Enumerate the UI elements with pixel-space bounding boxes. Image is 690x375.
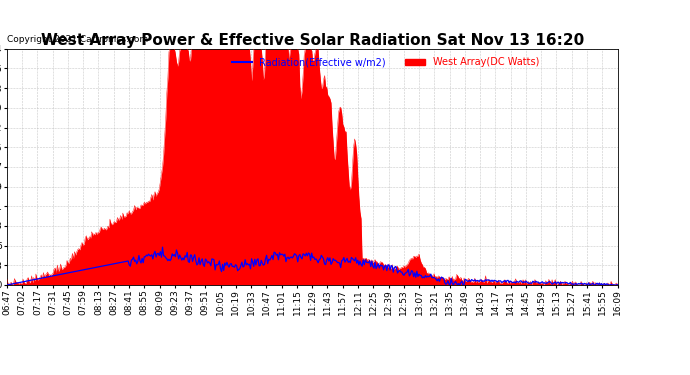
Legend: Radiation(Effective w/m2), West Array(DC Watts): Radiation(Effective w/m2), West Array(DC… [228,54,543,71]
Title: West Array Power & Effective Solar Radiation Sat Nov 13 16:20: West Array Power & Effective Solar Radia… [41,33,584,48]
Text: Copyright 2021 Cartronics.com: Copyright 2021 Cartronics.com [7,35,148,44]
